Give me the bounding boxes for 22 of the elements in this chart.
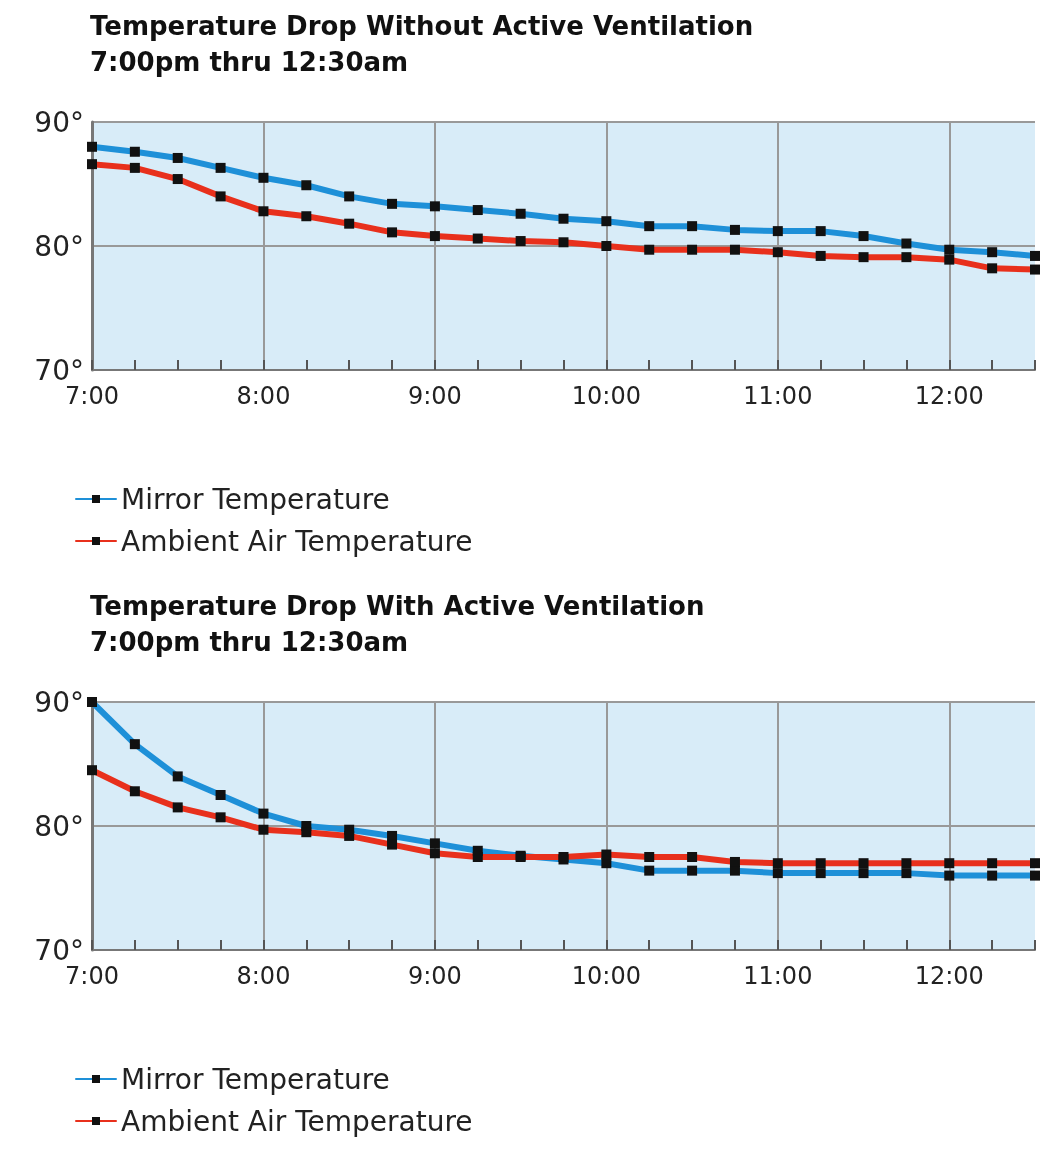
x-tick-label: 11:00	[743, 962, 813, 990]
y-tick-label: 90°	[34, 105, 84, 139]
legend-label: Mirror Temperature	[121, 1062, 390, 1096]
chart-title: Temperature Drop Without Active Ventilation	[90, 11, 754, 41]
legend-label: Mirror Temperature	[121, 482, 390, 516]
x-tick-label: 10:00	[571, 382, 641, 410]
x-tick-label: 9:00	[407, 382, 462, 410]
y-tick-label: 90°	[34, 685, 84, 719]
x-tick-label: 10:00	[571, 962, 641, 990]
x-tick-label: 8:00	[236, 382, 291, 410]
y-tick-label: 80°	[34, 229, 84, 263]
legend-label: Ambient Air Temperature	[121, 1104, 473, 1138]
chart-title: Temperature Drop With Active Ventilation	[90, 591, 705, 621]
chart-subtitle: 7:00pm thru 12:30am	[90, 627, 409, 657]
x-tick-label: 8:00	[236, 962, 291, 990]
legend-label: Ambient Air Temperature	[121, 524, 473, 558]
x-tick-label: 12:00	[914, 382, 984, 410]
x-tick-label: 12:00	[914, 962, 984, 990]
chart-subtitle: 7:00pm thru 12:30am	[90, 47, 409, 77]
y-tick-label: 80°	[34, 809, 84, 843]
x-tick-label: 9:00	[407, 962, 462, 990]
x-tick-label: 11:00	[743, 382, 813, 410]
